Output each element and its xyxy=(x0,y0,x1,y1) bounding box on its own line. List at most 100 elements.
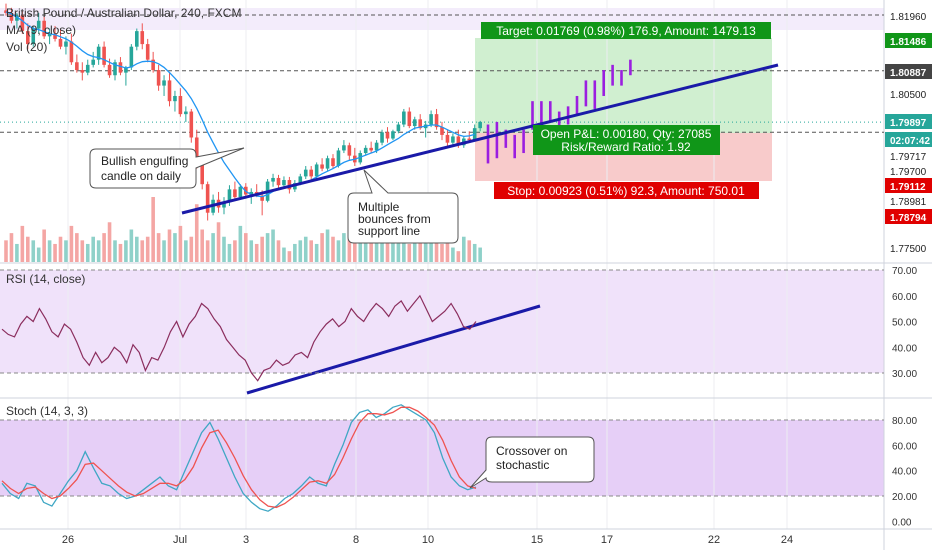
candle-body xyxy=(189,111,194,138)
volume-bar xyxy=(31,240,36,262)
candle-body xyxy=(47,33,52,37)
stoch-tick: 40.00 xyxy=(892,467,917,478)
volume-bar xyxy=(113,240,117,262)
candle-body xyxy=(102,46,106,65)
crossover-callout-bubble[interactable] xyxy=(469,436,595,489)
price-tick: 1.77500 xyxy=(890,244,927,255)
candle-body xyxy=(162,80,166,86)
candle-body xyxy=(53,33,57,39)
rsi-tick: 70.00 xyxy=(892,266,917,277)
price-tick: 1.79112 xyxy=(890,182,926,193)
volume-bar xyxy=(451,247,455,262)
volume-bar xyxy=(412,229,417,262)
candle-body xyxy=(380,132,384,143)
candle-body xyxy=(96,46,101,60)
candle-body xyxy=(336,150,341,167)
stoch-band xyxy=(0,420,884,496)
crossover-callout-line2: stochastic xyxy=(496,458,549,472)
pnl-label-line2: Risk/Reward Ratio: 1.92 xyxy=(561,140,691,154)
volume-bar xyxy=(303,236,308,262)
candle-body xyxy=(91,59,95,65)
volume-bar xyxy=(184,240,188,262)
volume-bar xyxy=(124,240,128,262)
price-tick-bg xyxy=(885,132,932,147)
candle-body xyxy=(282,180,286,186)
volume-bar xyxy=(331,236,335,262)
bounce-callout-bubble[interactable] xyxy=(347,169,459,244)
volume-bar xyxy=(53,243,57,262)
bullish-callout-line1: Bullish engulfing xyxy=(101,154,188,168)
volume-bars xyxy=(4,197,482,262)
time-tick: 8 xyxy=(353,534,359,546)
volume-bar xyxy=(75,233,79,262)
candle-body xyxy=(287,180,292,190)
rsi-legend: RSI (14, close) xyxy=(6,272,85,286)
candle-body xyxy=(347,145,352,156)
candle-body xyxy=(369,147,373,151)
volume-bar xyxy=(456,251,461,262)
volume-bar xyxy=(91,236,95,262)
volume-bar xyxy=(156,233,161,262)
bullish-callout-bubble[interactable] xyxy=(89,147,245,189)
candle-body xyxy=(434,114,439,128)
rsi-trendline[interactable] xyxy=(246,304,541,395)
candle-body xyxy=(9,12,14,21)
time-tick: 15 xyxy=(531,534,543,546)
volume-bar xyxy=(238,225,243,262)
volume-bar xyxy=(58,236,63,262)
candle-body xyxy=(156,70,161,86)
candle-body xyxy=(15,15,19,21)
candle-body xyxy=(64,41,68,47)
candle-body xyxy=(4,10,8,13)
volume-bar xyxy=(102,233,106,262)
rsi-tick: 30.00 xyxy=(892,369,917,380)
candle-body xyxy=(418,119,422,129)
candle-body xyxy=(331,158,335,167)
price-tick-bg xyxy=(885,114,932,129)
candle-body xyxy=(402,111,406,125)
time-tick: Jul xyxy=(173,534,187,546)
volume-bar xyxy=(167,229,172,262)
volume-bar xyxy=(402,240,406,262)
stoch-d-line xyxy=(1,406,477,509)
bounce-callout-line2: bounces from xyxy=(358,212,431,226)
candle-body xyxy=(391,131,395,139)
volume-bar xyxy=(265,233,270,262)
volume-bar xyxy=(107,222,112,262)
candle-body xyxy=(451,136,455,143)
candle-body xyxy=(194,137,199,164)
price-tick-bg xyxy=(885,64,932,79)
candle-body xyxy=(107,64,112,76)
price-support-trendline[interactable] xyxy=(181,63,779,215)
volume-bar xyxy=(227,243,232,262)
price-tick: 1.78981 xyxy=(890,197,927,208)
candle-body xyxy=(472,128,477,141)
volume-bar xyxy=(80,240,85,262)
candle-body xyxy=(314,164,319,177)
candle-body xyxy=(276,177,281,186)
candle-body xyxy=(467,138,472,141)
candle-body xyxy=(407,111,412,127)
rsi-tick: 60.00 xyxy=(892,292,917,303)
volume-bar xyxy=(222,236,226,262)
candle-body xyxy=(445,134,450,143)
price-tick: 1.79700 xyxy=(890,167,927,178)
candle-body xyxy=(222,202,226,208)
rsi-band xyxy=(0,270,884,373)
volume-bar xyxy=(434,240,439,262)
rsi-line xyxy=(1,294,477,382)
candle-body xyxy=(260,195,264,201)
volume-bar xyxy=(216,222,221,262)
time-tick: 10 xyxy=(422,534,434,546)
candle-body xyxy=(429,114,433,125)
candle-body xyxy=(173,95,177,102)
volume-bar xyxy=(85,243,90,262)
candle-body xyxy=(69,41,74,63)
volume-bar xyxy=(309,240,313,262)
candle-body xyxy=(118,62,123,73)
volume-bar xyxy=(347,225,352,262)
bullish-callout-line2: candle on daily xyxy=(101,169,181,183)
target-label-bg xyxy=(481,22,771,39)
rsi-axis: 70.00 60.00 50.00 40.00 30.00 xyxy=(892,266,917,380)
bounce-callout-line3: support line xyxy=(358,224,420,238)
